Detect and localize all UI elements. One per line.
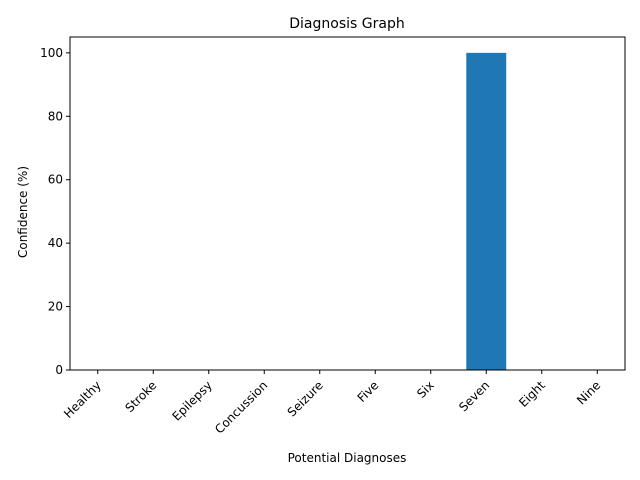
y-axis-label: Confidence (%) bbox=[16, 166, 30, 258]
bar-seven bbox=[466, 52, 507, 370]
chart-title: Diagnosis Graph bbox=[289, 16, 404, 32]
y-tick-label: 60 bbox=[48, 173, 63, 187]
y-tick-label: 80 bbox=[48, 109, 63, 123]
y-tick-label: 20 bbox=[48, 300, 63, 314]
x-axis-label: Potential Diagnoses bbox=[288, 451, 407, 465]
y-axis-ticks: 0 20 40 60 80 100 bbox=[40, 46, 70, 377]
y-tick-label: 40 bbox=[48, 236, 63, 250]
plot-area-frame bbox=[69, 36, 626, 371]
y-tick-label: 0 bbox=[55, 363, 63, 377]
y-tick-label: 100 bbox=[40, 46, 63, 60]
bars-group bbox=[466, 52, 507, 370]
